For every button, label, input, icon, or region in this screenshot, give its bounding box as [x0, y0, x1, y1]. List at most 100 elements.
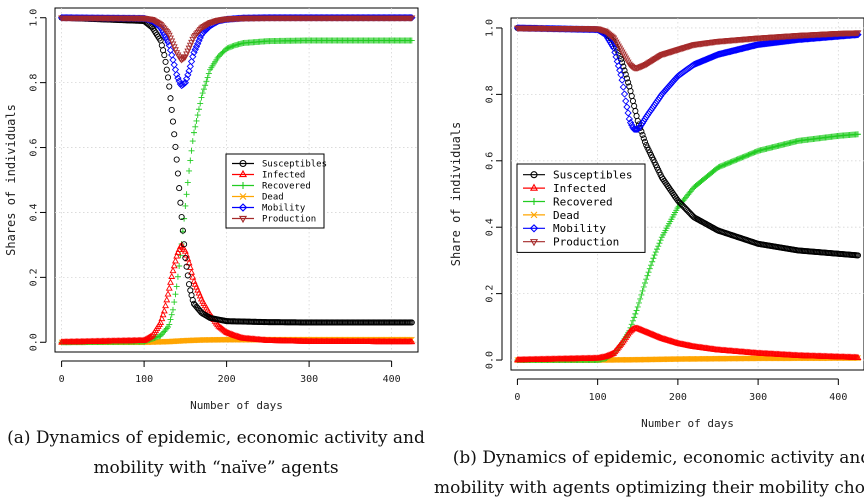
chart-a-series-recovered-point [229, 43, 236, 50]
chart-a-series-mobility-point [182, 75, 191, 83]
chart-b-series-mobility-point [703, 55, 712, 63]
chart-b-series-mobility-point [626, 118, 635, 127]
chart-a-series-production-point [408, 15, 416, 22]
chart-a-legend-label-susceptibles: Susceptibles [262, 160, 327, 170]
chart-a-series-recovered-point [226, 44, 233, 51]
chart-a-series-mobility-point [181, 79, 189, 87]
chart-a-x-tick-label: 100 [135, 374, 153, 385]
chart-a-y-tick-label: 0.6 [29, 139, 40, 157]
chart-a-series-susceptibles-point [174, 170, 181, 177]
chart-a-legend-label-mobility: Mobility [262, 204, 306, 214]
chart-b-y-axis: 0.0 0.2 0.4 0.6 0.8 1.0 [485, 19, 503, 369]
chart-b-series-recovered-point [631, 314, 638, 321]
chart-panel-b: 0 100 200 300 400 0.0 0.2 0.4 0.6 0.8 1.0 Number of… [432, 0, 864, 493]
chart-b-series-mobility-point [707, 53, 715, 61]
chart-b-legend-marker-production [529, 239, 539, 247]
chart-a-series-production-point [167, 35, 174, 42]
chart-a-series-production [58, 15, 416, 64]
chart-a-y-tick-label: 0.8 [29, 74, 40, 92]
chart-b-series-recovered-point [643, 276, 650, 283]
chart-a-series-susceptibles-point [166, 83, 173, 90]
chart-a-series-recovered-point [163, 325, 170, 332]
chart-b-svg: 0 100 200 300 400 0.0 0.2 0.4 0.6 0.8 1.0 Number of… [449, 17, 864, 430]
chart-a-series-susceptibles-point [176, 185, 183, 192]
chart-b-series-production-point [629, 64, 637, 72]
chart-b-x-axis-title: Number of days [641, 417, 734, 430]
chart-b-series-production-point [646, 59, 654, 66]
chart-b-series-susceptibles-point [694, 216, 701, 223]
chart-a-x-axis: 0 100 200 300 400 [59, 360, 401, 385]
chart-b-series-susceptibles-point [709, 224, 716, 231]
chart-b-y-tick-label: 0.6 [485, 152, 496, 170]
chart-b-series-mobility-point [690, 60, 698, 68]
chart-a-series-infected-point [219, 325, 226, 332]
chart-b-series-susceptibles-point [626, 83, 633, 90]
chart-b-series-recovered-point [646, 265, 653, 272]
chart-a-series-infected-point [145, 333, 153, 340]
chart-a-series-mobility-point [191, 45, 199, 54]
chart-b-series-recovered-point [639, 287, 646, 294]
chart-a-series-mobility-point [174, 74, 182, 82]
chart-b-series-mobility-point [694, 59, 702, 67]
chart-a-series-infected-point [188, 268, 196, 275]
chart-a-x-tick-label: 0 [59, 374, 65, 385]
chart-b-series-recovered-point [644, 272, 651, 279]
chart-a-series-recovered-point [192, 123, 199, 130]
chart-b-legend-label-infected: Infected [553, 182, 606, 195]
chart-a-series-production-point [202, 22, 210, 29]
chart-b-series-mobility-point [693, 59, 701, 67]
chart-b-series-mobility-point [631, 125, 639, 133]
caption-b-line-1: (b) Dynamics of epidemic, economic activ… [452, 448, 864, 468]
chart-a-series-infected-point [215, 322, 223, 329]
chart-a-series-mobility-point [171, 66, 180, 74]
chart-a-series-susceptibles-point [160, 47, 167, 54]
chart-b-series-susceptibles-point [851, 252, 858, 259]
chart-b-series-mobility-point [695, 58, 703, 66]
chart-b-y-tick-label: 0.8 [485, 85, 496, 103]
chart-a-series-recovered-point [160, 329, 167, 336]
chart-a-series-mobility-point [195, 37, 203, 45]
chart-a-series-susceptibles-point [182, 254, 189, 261]
chart-a-series-infected-point [162, 302, 170, 309]
chart-a-legend-label-dead: Dead [262, 193, 284, 203]
chart-b-series-susceptibles-point [639, 131, 646, 138]
chart-b-series-recovered-point [652, 249, 659, 256]
chart-a-series-susceptibles-point [188, 292, 195, 299]
chart-b-series-production-point [649, 57, 657, 64]
chart-a-series-recovered-point [230, 42, 237, 49]
chart-b-series-susceptibles-point [700, 219, 708, 226]
chart-a-svg: 0 100 200 300 400 0.0 0.2 0.4 0.6 0.8 1.0 Number of… [4, 7, 419, 412]
chart-b-legend-box [516, 163, 646, 253]
chart-b-series-mobility-point [706, 54, 714, 62]
chart-b-series-infected [513, 324, 862, 363]
chart-b-series-mobility-point [705, 54, 713, 62]
chart-a-series-susceptibles-point [406, 319, 413, 326]
chart-a-series-infected-point [189, 273, 197, 280]
chart-b-legend: SusceptiblesInfectedRecoveredDeadMobilit… [516, 163, 646, 253]
chart-a-series-recovered-point [162, 326, 169, 333]
chart-a-series-recovered-point [223, 45, 230, 52]
chart-a-series-mobility-point [187, 57, 196, 66]
chart-a-series-recovered-point [204, 74, 211, 81]
chart-b-x-tick-label: 0 [514, 392, 520, 403]
chart-a-series-production-point [154, 20, 162, 27]
chart-b-series-mobility-point [623, 103, 631, 111]
chart-a-series-infected-point [159, 311, 167, 318]
chart-b-series-mobility-point [608, 42, 617, 50]
chart-b-legend-label-production: Production [553, 236, 619, 249]
chart-b-series-susceptibles-point [692, 215, 699, 222]
chart-a-series-production-point [165, 32, 173, 39]
chart-a-series-recovered-point [165, 324, 172, 331]
chart-a-series-recovered-point [202, 82, 209, 89]
chart-a-series-recovered-point [203, 78, 210, 85]
chart-b-series-production-point [647, 59, 655, 66]
chart-a-series-production-point [199, 24, 207, 31]
chart-b-series-susceptibles-point [698, 218, 705, 225]
chart-a-series-susceptibles-point [187, 287, 194, 294]
chart-a-series-recovered-point [187, 157, 194, 164]
chart-b-series-recovered-point [649, 258, 656, 265]
chart-b-series-mobility-point [620, 90, 629, 98]
chart-a-legend-marker-susceptibles [239, 160, 247, 167]
chart-a-series-recovered-point [408, 37, 415, 44]
chart-a-series-recovered-point [228, 43, 235, 50]
